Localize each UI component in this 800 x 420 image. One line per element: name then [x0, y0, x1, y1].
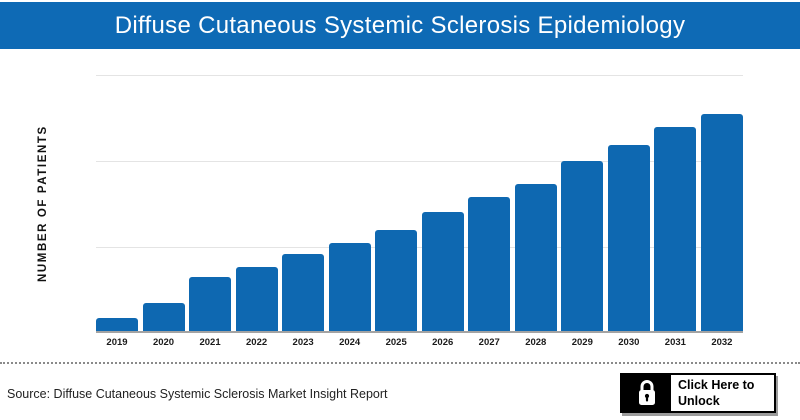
- gridline: [96, 247, 743, 248]
- unlock-button[interactable]: Click Here to Unlock: [620, 373, 776, 413]
- x-tick-label-2021: 2021: [199, 337, 221, 348]
- bar-slot-2031: 2031: [654, 75, 697, 348]
- footer-divider: [0, 362, 800, 364]
- bar-2022: [235, 266, 278, 331]
- chart-title: Diffuse Cutaneous Systemic Sclerosis Epi…: [114, 11, 686, 39]
- bar-slot-2026: 2026: [421, 75, 464, 348]
- bar-slot-2021: 2021: [189, 75, 232, 348]
- unlock-button-label: Click Here to Unlock: [671, 375, 774, 411]
- gridline: [96, 161, 743, 162]
- x-tick-label-2030: 2030: [618, 337, 640, 348]
- bar-2032: [700, 114, 743, 331]
- x-tick-label-2031: 2031: [664, 337, 686, 348]
- x-tick-label-2020: 2020: [152, 337, 175, 348]
- x-tick-label-2029: 2029: [571, 337, 593, 348]
- y-axis-label: NUMBER OF PATIENTS: [37, 125, 49, 283]
- x-tick-label-2023: 2023: [292, 337, 314, 348]
- x-tick-label-2028: 2028: [525, 337, 547, 348]
- bar-slot-2032: 2032: [700, 75, 743, 348]
- bar-2024: [328, 243, 371, 331]
- x-tick-label-2019: 2019: [106, 337, 128, 348]
- unlock-button-label-line2: Unlock: [678, 394, 720, 408]
- x-tick-label-2022: 2022: [246, 337, 268, 348]
- bar-slot-2030: 2030: [607, 75, 650, 348]
- bar-2028: [514, 183, 557, 331]
- bar-slot-2022: 2022: [235, 75, 278, 348]
- lock-icon: [622, 375, 671, 411]
- unlock-button-label-line1: Click Here to: [678, 378, 755, 392]
- bar-2021: [189, 276, 232, 331]
- bar-slot-2019: 2019: [96, 75, 138, 348]
- title-bar: Diffuse Cutaneous Systemic Sclerosis Epi…: [0, 2, 800, 49]
- x-tick-label-2026: 2026: [432, 337, 454, 348]
- bar-slot-2025: 2025: [375, 75, 418, 348]
- bar-2027: [468, 196, 511, 331]
- bar-2023: [282, 253, 325, 331]
- bar-2019: [96, 318, 138, 331]
- x-tick-label-2025: 2025: [385, 337, 407, 348]
- bar-2026: [421, 212, 464, 331]
- bar-2025: [375, 230, 418, 331]
- bars-row: 2019 2020 2021 2022 2023 2024 2025 2026 2027 2028…: [96, 75, 743, 348]
- bar-2031: [654, 127, 697, 331]
- plot-area: 2019 2020 2021 2022 2023 2024 2025 2026 2027 2028…: [96, 75, 743, 348]
- bar-2020: [142, 302, 185, 331]
- bar-slot-2023: 2023: [282, 75, 325, 348]
- x-tick-label-2032: 2032: [711, 337, 733, 348]
- bar-slot-2029: 2029: [561, 75, 604, 348]
- x-tick-label-2027: 2027: [478, 337, 500, 348]
- bar-slot-2027: 2027: [468, 75, 511, 348]
- bar-slot-2024: 2024: [328, 75, 371, 348]
- gridline: [96, 75, 743, 76]
- bar-2030: [607, 145, 650, 331]
- bar-2029: [561, 160, 604, 331]
- source-note: Source: Diffuse Cutaneous Systemic Scler…: [7, 387, 388, 401]
- bar-slot-2020: 2020: [142, 75, 185, 348]
- bar-slot-2028: 2028: [514, 75, 557, 348]
- x-tick-label-2024: 2024: [339, 337, 361, 348]
